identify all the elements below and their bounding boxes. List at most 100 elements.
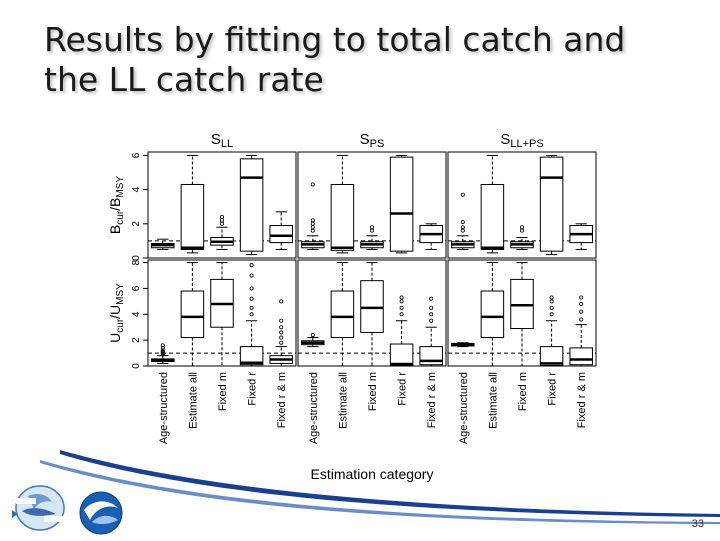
box-outlier bbox=[369, 225, 374, 230]
category-label: Estimate all bbox=[487, 372, 499, 429]
box-outlier bbox=[249, 312, 254, 317]
box-outlier bbox=[429, 312, 434, 317]
category-label: Estimate all bbox=[187, 372, 199, 429]
box-outlier bbox=[249, 273, 254, 278]
category-label: Fixed r & m bbox=[426, 372, 438, 428]
box-iqr bbox=[389, 343, 414, 366]
ciat-iattc-logo bbox=[8, 484, 72, 532]
box-outlier bbox=[579, 317, 584, 322]
box-iqr bbox=[389, 156, 414, 252]
swoosh-band-1 bbox=[60, 450, 720, 517]
box-outlier bbox=[399, 299, 404, 304]
box-outlier bbox=[279, 299, 284, 304]
y-tick-label: 4 bbox=[131, 311, 142, 317]
ciat-iattc-logo-mark bbox=[12, 485, 66, 531]
box-iqr bbox=[330, 290, 355, 339]
box-outlier bbox=[279, 318, 284, 323]
box-outlier bbox=[549, 299, 554, 304]
box-iqr bbox=[539, 346, 564, 366]
box-outlier bbox=[249, 305, 254, 310]
panel-frame bbox=[297, 151, 447, 259]
box-outlier bbox=[399, 305, 404, 310]
panel-title-sub: PS bbox=[370, 138, 385, 150]
box-outlier bbox=[160, 343, 165, 348]
y-tick-label: 0 bbox=[131, 363, 142, 369]
noaa-logo bbox=[78, 490, 124, 536]
box-outlier bbox=[160, 352, 165, 357]
x-axis-title: Estimation category bbox=[311, 466, 434, 482]
panel-frame bbox=[447, 151, 597, 259]
box-outlier bbox=[429, 318, 434, 323]
box-iqr bbox=[239, 158, 264, 252]
box-outlier bbox=[579, 301, 584, 306]
category-label: Fixed m bbox=[217, 372, 229, 411]
panel-title-1: SLL bbox=[211, 131, 233, 150]
y-tick-label: 0 bbox=[131, 255, 142, 261]
category-label: Fixed r bbox=[547, 372, 559, 406]
box-iqr bbox=[239, 346, 264, 366]
box-outlier bbox=[160, 351, 165, 356]
panel-frame bbox=[147, 151, 297, 259]
box-outlier bbox=[460, 225, 465, 230]
box-outlier bbox=[579, 295, 584, 300]
box-outlier bbox=[310, 218, 315, 223]
y-tick-label: 2 bbox=[131, 221, 142, 227]
box-outlier bbox=[279, 325, 284, 330]
page-number: 33 bbox=[691, 518, 704, 530]
category-label: Age-structured bbox=[308, 372, 320, 444]
box-outlier bbox=[219, 214, 224, 219]
box-outlier bbox=[549, 295, 554, 300]
panel-title-main: S bbox=[500, 131, 510, 148]
y-tick-label: 6 bbox=[131, 152, 142, 158]
box-iqr bbox=[510, 278, 534, 330]
row-label-1: Bcur/BMSY bbox=[107, 176, 126, 234]
category-label: Fixed r & m bbox=[276, 372, 288, 428]
box-outlier bbox=[249, 263, 254, 268]
box-iqr bbox=[480, 290, 505, 339]
box-outlier bbox=[549, 305, 554, 310]
box-outlier bbox=[429, 305, 434, 310]
box-outlier bbox=[460, 192, 465, 197]
box-iqr bbox=[360, 280, 384, 333]
box-iqr bbox=[330, 183, 355, 251]
box-outlier bbox=[279, 330, 284, 335]
box-iqr bbox=[269, 225, 293, 244]
row-label-part: / bbox=[107, 315, 123, 319]
row-label-part: B bbox=[107, 225, 123, 234]
box-iqr bbox=[180, 183, 205, 250]
noaa-logo-mark bbox=[79, 491, 123, 535]
box-outlier bbox=[249, 296, 254, 301]
row-label-part: U bbox=[107, 333, 123, 343]
y-tick-label: 8 bbox=[131, 259, 142, 265]
y-tick-label: 4 bbox=[131, 186, 142, 192]
row-label-part: B bbox=[107, 198, 123, 207]
box-outlier bbox=[310, 332, 315, 337]
box-outlier bbox=[399, 312, 404, 317]
panel-title-sub: LL bbox=[221, 138, 233, 150]
category-label: Fixed m bbox=[367, 372, 379, 411]
swoosh-band-2 bbox=[40, 460, 720, 524]
box-outlier bbox=[520, 225, 525, 230]
category-label: Age-structured bbox=[458, 372, 470, 444]
box-outlier bbox=[429, 296, 434, 301]
box-outlier bbox=[549, 312, 554, 317]
panel-title-2: SPS bbox=[360, 131, 385, 150]
panel-title-main: S bbox=[360, 131, 370, 148]
row-label-part: cur bbox=[115, 210, 126, 225]
category-label: Fixed r bbox=[247, 372, 259, 406]
box-outlier bbox=[279, 335, 284, 340]
category-label: Age-structured bbox=[158, 372, 170, 444]
box-iqr bbox=[539, 156, 564, 252]
slide-title: Results by fitting to total catch and the… bbox=[44, 20, 704, 100]
category-label: Estimate all bbox=[337, 372, 349, 429]
box-outlier bbox=[460, 220, 465, 225]
box-outlier bbox=[399, 295, 404, 300]
box-iqr bbox=[180, 290, 205, 339]
box-outlier bbox=[160, 349, 165, 354]
box-outlier bbox=[279, 340, 284, 345]
category-label: Fixed r bbox=[397, 372, 409, 406]
category-label: Fixed m bbox=[517, 372, 529, 411]
row-label-part: cur bbox=[115, 318, 126, 333]
